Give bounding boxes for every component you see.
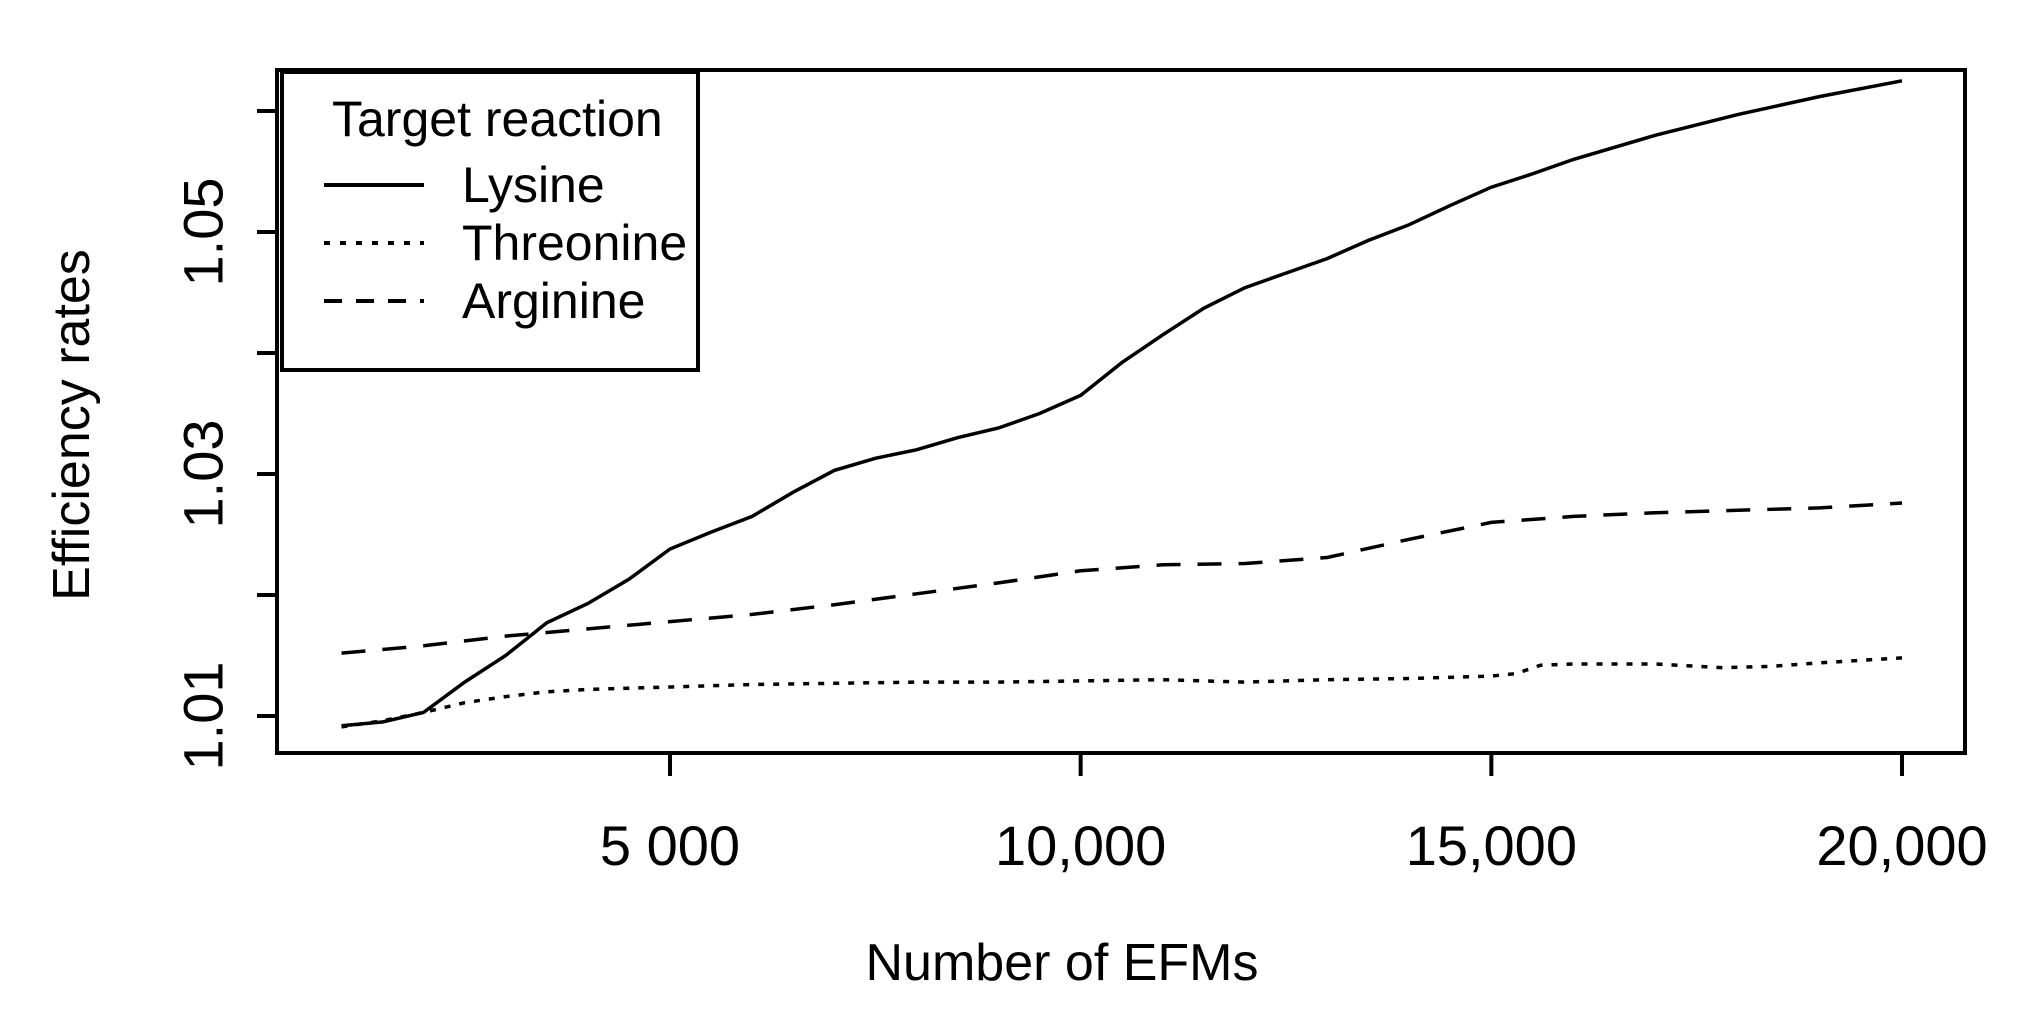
series-line-threonine [341, 656, 1903, 729]
legend-sample-dashed-line-icon [324, 299, 424, 303]
series-line-arginine [341, 501, 1903, 655]
legend-item-label: Threonine [462, 215, 688, 271]
x-tick-label: 10,000 [995, 814, 1166, 877]
legend-row: Threonine [284, 214, 696, 272]
plot-box [275, 68, 1967, 755]
y-tick-label: 1.05 [172, 178, 235, 287]
y-tick-label: 1.01 [172, 662, 235, 771]
legend-sample-solid-line-icon [324, 183, 424, 187]
y-tick-label: 1.03 [172, 420, 235, 529]
legend-sample-dotted-line-icon [324, 241, 424, 245]
legend-item-label: Arginine [462, 273, 646, 329]
x-tick-label: 15,000 [1406, 814, 1577, 877]
legend: Target reaction Lysine Threonine Arginin… [280, 70, 700, 372]
x-axis-title: Number of EFMs [865, 934, 1259, 992]
legend-item-label: Lysine [462, 157, 605, 213]
x-tick-label: 5 000 [600, 814, 740, 877]
legend-row: Arginine [284, 272, 696, 330]
legend-row: Lysine [284, 156, 696, 214]
y-axis-title: Efficiency rates [43, 249, 101, 601]
series-line-lysine [341, 79, 1903, 728]
x-tick-label: 20,000 [1816, 814, 1987, 877]
legend-title: Target reaction [332, 91, 663, 147]
